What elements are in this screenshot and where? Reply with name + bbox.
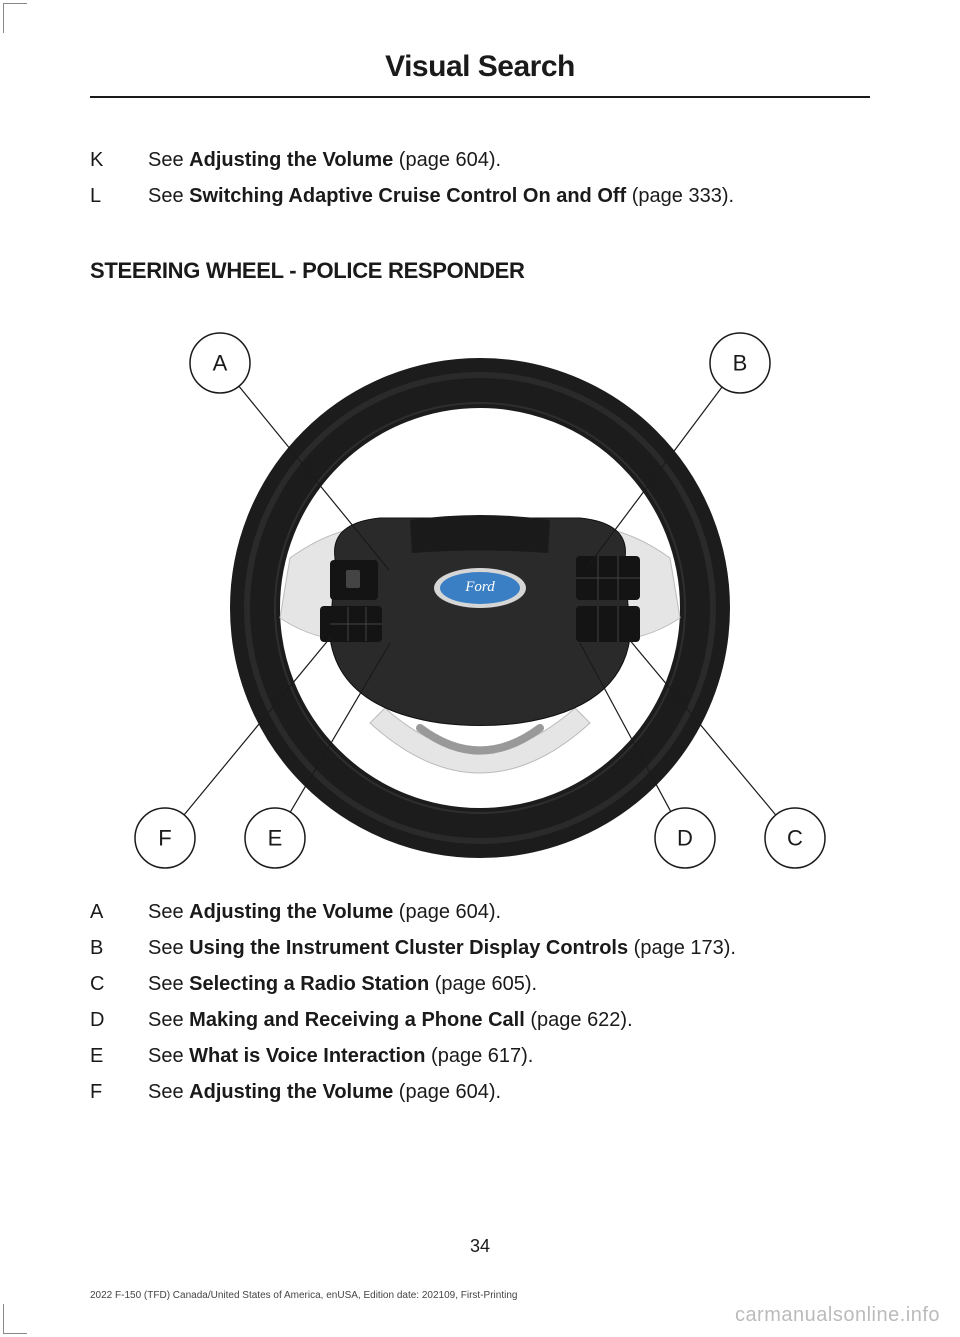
svg-text:A: A <box>213 351 228 376</box>
watermark: carmanualsonline.info <box>735 1304 940 1327</box>
reference-letter: C <box>90 970 148 998</box>
svg-text:E: E <box>268 826 283 851</box>
reference-text: See What is Voice Interaction (page 617)… <box>148 1042 533 1070</box>
reference-letter: A <box>90 898 148 926</box>
header-divider <box>90 96 870 98</box>
reference-text: See Making and Receiving a Phone Call (p… <box>148 1006 633 1034</box>
crop-mark-bottom-left <box>3 1304 27 1334</box>
reference-item: FSee Adjusting the Volume (page 604). <box>90 1078 870 1106</box>
svg-text:C: C <box>787 826 803 851</box>
reference-text: See Switching Adaptive Cruise Control On… <box>148 182 734 210</box>
reference-text: See Adjusting the Volume (page 604). <box>148 146 501 174</box>
crop-mark-top-left <box>3 3 27 33</box>
steering-wheel-diagram: Ford A B F E D C <box>90 308 870 878</box>
svg-text:F: F <box>158 826 171 851</box>
reference-item: CSee Selecting a Radio Station (page 605… <box>90 970 870 998</box>
reference-item: KSee Adjusting the Volume (page 604). <box>90 146 870 174</box>
reference-text: See Adjusting the Volume (page 604). <box>148 1078 501 1106</box>
reference-item: ESee What is Voice Interaction (page 617… <box>90 1042 870 1070</box>
reference-letter: D <box>90 1006 148 1034</box>
page-number: 34 <box>0 1236 960 1257</box>
reference-item: LSee Switching Adaptive Cruise Control O… <box>90 182 870 210</box>
footer-text: 2022 F-150 (TFD) Canada/United States of… <box>90 1290 517 1301</box>
reference-item: BSee Using the Instrument Cluster Displa… <box>90 934 870 962</box>
reference-text: See Selecting a Radio Station (page 605)… <box>148 970 537 998</box>
reference-item: DSee Making and Receiving a Phone Call (… <box>90 1006 870 1034</box>
reference-letter: K <box>90 146 148 174</box>
reference-letter: L <box>90 182 148 210</box>
svg-text:B: B <box>733 351 748 376</box>
reference-letter: E <box>90 1042 148 1070</box>
bottom-reference-list: ASee Adjusting the Volume (page 604).BSe… <box>90 898 870 1106</box>
svg-text:Ford: Ford <box>464 579 495 595</box>
section-title: STEERING WHEEL - POLICE RESPONDER <box>90 258 870 284</box>
diagram-svg: Ford A B F E D C <box>90 308 870 878</box>
reference-letter: F <box>90 1078 148 1106</box>
reference-letter: B <box>90 934 148 962</box>
top-reference-list: KSee Adjusting the Volume (page 604).LSe… <box>90 146 870 210</box>
page-title: Visual Search <box>90 50 870 96</box>
svg-text:D: D <box>677 826 693 851</box>
reference-text: See Adjusting the Volume (page 604). <box>148 898 501 926</box>
reference-text: See Using the Instrument Cluster Display… <box>148 934 736 962</box>
reference-item: ASee Adjusting the Volume (page 604). <box>90 898 870 926</box>
